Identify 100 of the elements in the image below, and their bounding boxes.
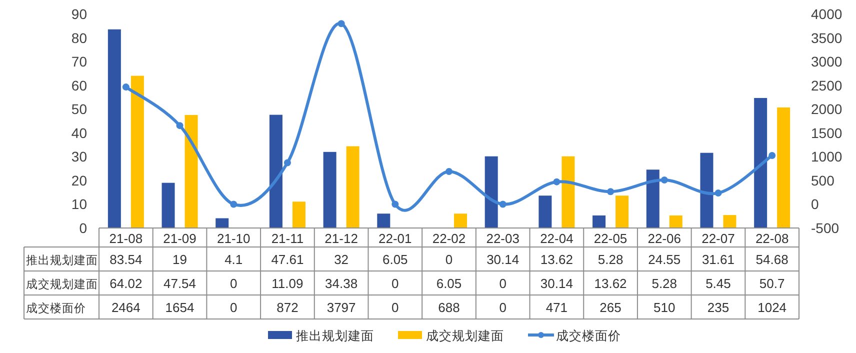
data-label: 32 bbox=[334, 252, 349, 267]
legend-label: 推出规划建面 bbox=[296, 329, 374, 343]
y2-tick-label: 2000 bbox=[811, 101, 842, 118]
point bbox=[446, 168, 452, 176]
bar bbox=[184, 114, 198, 228]
data-label: 0 bbox=[230, 300, 238, 315]
data-label: 31.61 bbox=[702, 252, 735, 267]
data-label: 47.54 bbox=[163, 276, 196, 291]
y2-tick-label: 1500 bbox=[811, 124, 842, 141]
data-label: 50.7 bbox=[759, 276, 785, 291]
data-label: 30.14 bbox=[486, 252, 520, 267]
point bbox=[607, 188, 614, 196]
data-label: 64.02 bbox=[110, 276, 142, 291]
bar bbox=[669, 215, 682, 228]
point bbox=[122, 84, 130, 91]
data-label: 265 bbox=[600, 300, 622, 315]
bar bbox=[216, 218, 229, 228]
y-tick-label: 80 bbox=[71, 30, 88, 46]
data-label: 34.38 bbox=[325, 276, 358, 291]
bar bbox=[700, 152, 714, 228]
y2-tick-label: 3500 bbox=[811, 30, 842, 46]
data-label: 13.62 bbox=[540, 252, 573, 267]
bar bbox=[454, 214, 467, 228]
point bbox=[338, 20, 345, 28]
bar bbox=[108, 29, 121, 228]
bar bbox=[377, 214, 390, 228]
bar bbox=[292, 202, 306, 228]
x-tick-label: 22-04 bbox=[540, 231, 574, 246]
bar bbox=[616, 196, 629, 228]
x-tick-label: 22-01 bbox=[378, 231, 412, 246]
x-tick-label: 22-07 bbox=[702, 231, 735, 246]
x-tick-label: 21-12 bbox=[324, 231, 358, 246]
y-tick-label: 50 bbox=[71, 101, 88, 118]
legend-label: 成交规划建面 bbox=[426, 328, 504, 343]
x-tick-label: 21-11 bbox=[271, 231, 304, 246]
data-label: 6.05 bbox=[382, 252, 408, 267]
point bbox=[660, 176, 668, 184]
bar bbox=[562, 156, 575, 228]
x-tick-label: 21-08 bbox=[109, 231, 143, 246]
x-tick-label: 22-03 bbox=[486, 231, 520, 246]
data-label: 5.28 bbox=[652, 276, 678, 291]
data-label: 688 bbox=[438, 300, 460, 315]
bar bbox=[592, 215, 606, 228]
point bbox=[392, 200, 399, 208]
x-tick-label: 22-08 bbox=[755, 231, 789, 246]
data-label: 235 bbox=[707, 300, 730, 315]
data-label: 0 bbox=[499, 276, 506, 291]
data-label: 11.09 bbox=[272, 276, 304, 291]
y-tick-label: 70 bbox=[71, 54, 88, 70]
bar bbox=[723, 215, 736, 228]
bar bbox=[269, 114, 282, 228]
x-tick-label: 22-05 bbox=[594, 231, 628, 246]
y-tick-label: 10 bbox=[71, 196, 88, 212]
bar bbox=[484, 156, 498, 228]
legend-label: 成交楼面价 bbox=[556, 328, 621, 343]
data-label: 4.1 bbox=[224, 252, 243, 267]
y-tick-label: 60 bbox=[71, 77, 88, 94]
point bbox=[768, 152, 776, 160]
point bbox=[230, 200, 238, 208]
data-label: 5.45 bbox=[706, 276, 731, 291]
data-label: 3797 bbox=[326, 300, 356, 315]
point bbox=[714, 190, 722, 197]
bar bbox=[162, 182, 175, 228]
point bbox=[176, 122, 184, 130]
data-label: 1654 bbox=[165, 300, 194, 315]
data-label: 19 bbox=[172, 252, 188, 267]
data-label: 30.14 bbox=[540, 276, 573, 291]
bar bbox=[777, 107, 790, 228]
data-label: 0 bbox=[445, 252, 453, 267]
y2-tick-label: 4000 bbox=[811, 6, 842, 22]
x-tick-label: 22-06 bbox=[648, 231, 682, 246]
point bbox=[553, 178, 560, 186]
data-label: 1024 bbox=[758, 300, 787, 315]
data-label: 0 bbox=[230, 276, 238, 291]
point bbox=[284, 159, 291, 166]
data-label: 0 bbox=[392, 300, 399, 315]
y2-tick-label: 3000 bbox=[811, 54, 842, 70]
text: 推出规划建面 bbox=[26, 255, 98, 267]
data-label: 6.05 bbox=[436, 276, 462, 291]
y-tick-label: 90 bbox=[71, 6, 88, 22]
data-label: 0 bbox=[392, 276, 399, 291]
y2-tick-label: 1000 bbox=[811, 148, 842, 165]
data-label: 5.28 bbox=[598, 252, 624, 267]
data-label: 2464 bbox=[111, 300, 140, 315]
data-label: 0 bbox=[499, 300, 506, 315]
y2-tick-label: 0 bbox=[811, 196, 819, 212]
data-label: 13.62 bbox=[594, 276, 627, 291]
data-label: 54.68 bbox=[756, 252, 788, 267]
bar bbox=[646, 170, 660, 228]
data-label: 24.55 bbox=[648, 252, 681, 267]
x-tick-label: 21-10 bbox=[216, 231, 250, 246]
y-tick-label: 0 bbox=[79, 220, 88, 236]
y-tick-label: 20 bbox=[71, 172, 88, 188]
bar bbox=[130, 76, 144, 228]
y2-tick-label: 2500 bbox=[811, 77, 842, 94]
x-tick-label: 21-09 bbox=[163, 231, 196, 246]
y-tick-label: 30 bbox=[71, 148, 88, 165]
data-label: 471 bbox=[546, 300, 568, 315]
x-tick-label: 22-02 bbox=[432, 231, 466, 246]
text: 成交楼面价 bbox=[26, 303, 86, 315]
